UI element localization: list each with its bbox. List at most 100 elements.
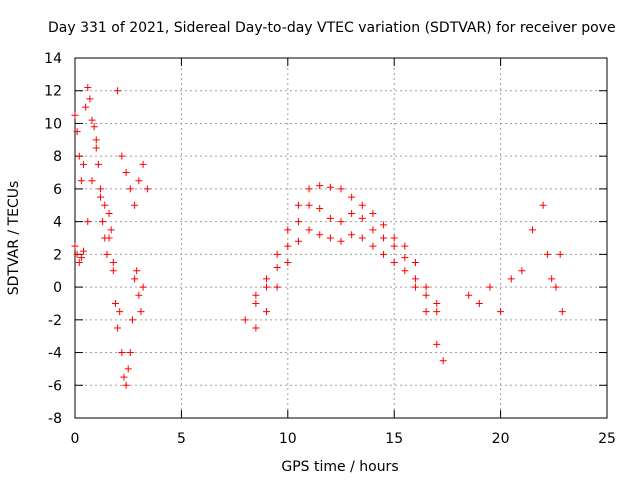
data-point-early-cluster-b — [122, 169, 130, 177]
chart-title: Day 331 of 2021, Sidereal Day-to-day VTE… — [48, 20, 616, 36]
data-point-early-cluster-b — [80, 247, 88, 255]
data-point-upper-arc — [284, 226, 292, 234]
data-point-lower-arc — [439, 357, 447, 365]
data-point-late-cluster — [518, 267, 526, 275]
data-points — [71, 83, 566, 389]
data-point-lower-arc — [273, 283, 281, 291]
data-point-upper-arc — [401, 242, 409, 250]
data-point-early-cluster-b — [71, 242, 79, 250]
x-tick-label: 15 — [385, 431, 403, 447]
data-point-early-cluster-b — [109, 267, 117, 275]
data-point-lower-arc — [294, 237, 302, 245]
data-point-early-cluster-b — [84, 218, 92, 226]
data-point-early-cluster-b — [97, 185, 105, 193]
data-point-upper-arc — [294, 201, 302, 209]
data-point-lower-arc — [422, 308, 430, 316]
data-point-early-cluster-b — [88, 177, 96, 185]
ticks: 0 5 10 15 20 25 -8 -6 -4 -2 0 2 4 6 8 10 12 14 — [44, 51, 616, 447]
data-point-late-cluster — [548, 275, 556, 283]
data-point-late-cluster — [552, 283, 560, 291]
data-point-early-cluster — [88, 116, 96, 124]
data-point-early-cluster — [84, 83, 92, 91]
data-point-upper-arc — [422, 283, 430, 291]
data-point-early-cluster-b — [73, 250, 81, 258]
data-point-early-cluster — [139, 283, 147, 291]
data-point-early-cluster — [120, 373, 128, 381]
data-point-early-cluster — [90, 123, 98, 131]
data-point-lower-arc — [316, 231, 324, 239]
data-point-early-cluster — [107, 226, 115, 234]
data-point-late-cluster — [475, 299, 483, 307]
data-point-upper-arc — [411, 259, 419, 267]
data-point-early-cluster-b — [92, 144, 100, 152]
data-point-middle-arc — [369, 226, 377, 234]
x-tick-label: 5 — [177, 431, 186, 447]
data-point-early-cluster — [73, 128, 81, 136]
data-point-late-cluster — [486, 283, 494, 291]
data-point-middle-arc — [358, 214, 366, 222]
data-point-upper-arc — [358, 201, 366, 209]
y-tick-label: -2 — [48, 313, 62, 329]
data-point-upper-arc — [263, 275, 271, 283]
data-point-middle-arc — [422, 291, 430, 299]
data-point-lower-arc — [390, 259, 398, 267]
data-point-upper-arc — [305, 185, 313, 193]
data-point-early-cluster-b — [118, 152, 126, 160]
data-point-lower-arc — [252, 324, 260, 332]
data-point-late-cluster — [465, 291, 473, 299]
data-point-early-cluster — [77, 177, 85, 185]
y-tick-label: -6 — [48, 378, 62, 394]
x-axis-label: GPS time / hours — [281, 459, 398, 475]
data-point-lower-arc — [401, 267, 409, 275]
data-point-lower-arc — [263, 308, 271, 316]
y-tick-label: -8 — [48, 411, 62, 427]
data-point-upper-arc — [348, 193, 356, 201]
data-point-middle-arc — [263, 283, 271, 291]
y-tick-label: 6 — [53, 182, 62, 198]
x-tick-label: 25 — [598, 431, 616, 447]
data-point-lower-arc — [337, 237, 345, 245]
data-point-lower-arc — [284, 259, 292, 267]
y-tick-label: 4 — [53, 215, 62, 231]
data-point-middle-arc — [273, 263, 281, 271]
data-point-early-cluster-b — [105, 234, 113, 242]
data-point-early-cluster — [92, 136, 100, 144]
data-point-early-cluster-b — [131, 201, 139, 209]
data-point-early-cluster — [82, 103, 90, 111]
data-point-early-cluster — [97, 193, 105, 201]
data-point-late-cluster — [556, 250, 564, 258]
data-point-upper-arc — [252, 291, 260, 299]
data-point-late-cluster — [507, 275, 515, 283]
data-point-early-cluster-b — [143, 185, 151, 193]
data-point-early-cluster-b — [77, 254, 85, 262]
y-tick-label: 2 — [53, 247, 62, 263]
data-point-early-cluster — [103, 250, 111, 258]
data-point-early-cluster — [86, 95, 94, 103]
data-point-early-cluster-b — [139, 160, 147, 168]
data-point-early-cluster — [133, 267, 141, 275]
data-point-middle-arc — [411, 275, 419, 283]
data-point-middle-arc — [326, 214, 334, 222]
data-point-upper-arc — [369, 209, 377, 217]
data-point-late-cluster — [558, 308, 566, 316]
data-point-middle-arc — [390, 242, 398, 250]
y-tick-label: 8 — [53, 149, 62, 165]
data-point-early-cluster — [137, 308, 145, 316]
data-point-early-cluster-b — [101, 201, 109, 209]
data-point-early-cluster-b — [114, 87, 122, 95]
data-point-lower-arc — [241, 316, 249, 324]
y-axis-label: SDTVAR / TECUs — [6, 181, 22, 296]
y-tick-label: 10 — [44, 116, 62, 132]
data-point-early-cluster — [128, 316, 136, 324]
data-point-upper-arc — [326, 183, 334, 191]
data-point-upper-arc — [316, 182, 324, 190]
plot-frame — [74, 57, 608, 419]
data-point-early-cluster — [105, 209, 113, 217]
data-point-early-cluster — [80, 160, 88, 168]
data-point-early-cluster-b — [126, 185, 134, 193]
x-tick-label: 20 — [492, 431, 510, 447]
data-point-late-cluster — [497, 308, 505, 316]
data-point-lower-arc — [369, 242, 377, 250]
y-tick-label: 0 — [53, 280, 62, 296]
